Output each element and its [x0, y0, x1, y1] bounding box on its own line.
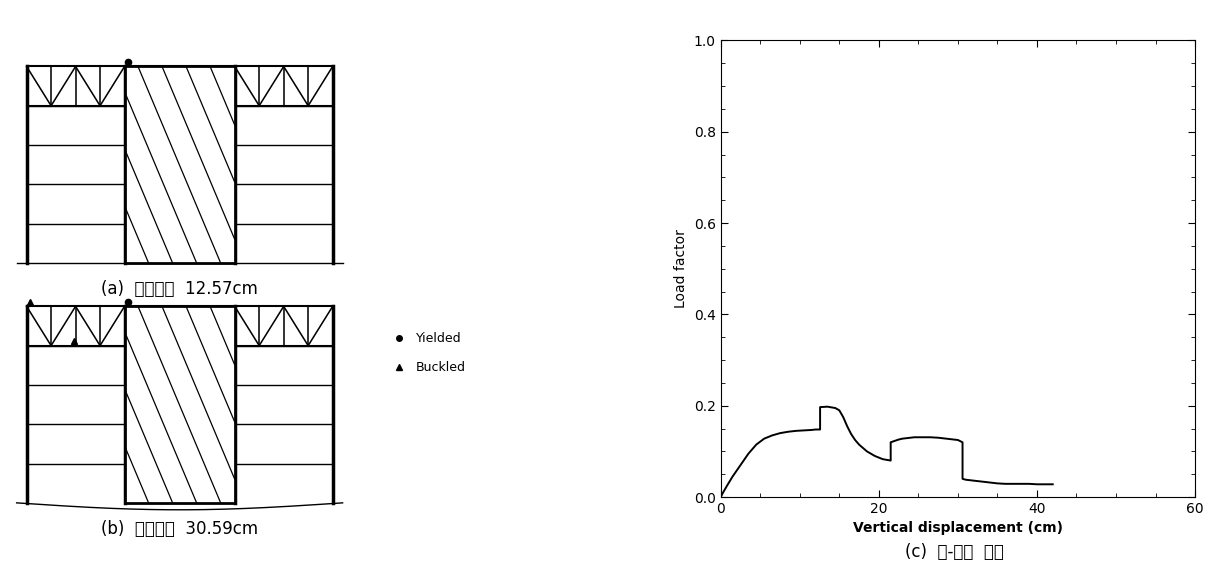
Polygon shape — [124, 306, 235, 503]
Y-axis label: Load factor: Load factor — [674, 229, 689, 308]
X-axis label: Vertical displacement (cm): Vertical displacement (cm) — [853, 521, 1063, 535]
Text: Buckled: Buckled — [416, 361, 466, 373]
Text: (a)  수직변위  12.57cm: (a) 수직변위 12.57cm — [101, 280, 257, 298]
Polygon shape — [124, 66, 235, 263]
Text: Yielded: Yielded — [416, 332, 462, 344]
Text: (c)  힘-변위  관계: (c) 힘-변위 관계 — [906, 543, 1004, 561]
Text: (b)  수직변위  30.59cm: (b) 수직변위 30.59cm — [101, 520, 259, 538]
